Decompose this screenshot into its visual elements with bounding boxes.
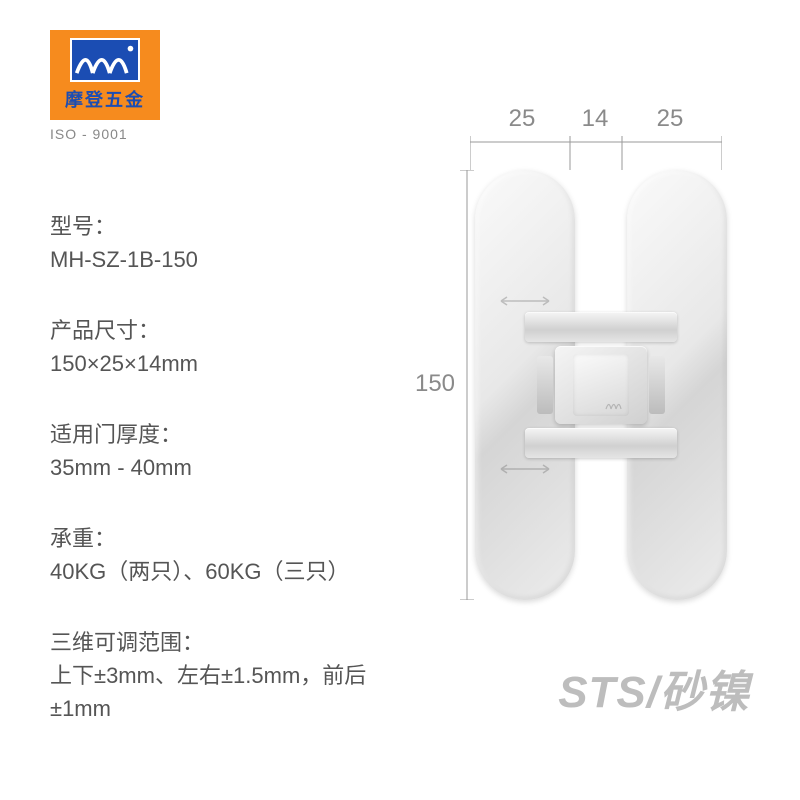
spec-adjust-value: 上下±3mm、左右±1.5mm，前后±1mm (50, 659, 410, 725)
product-diagram (475, 170, 727, 600)
spec-door-label: 适用门厚度： (50, 418, 410, 451)
spec-model-label: 型号： (50, 210, 410, 243)
dim-width-mid: 14 (575, 105, 615, 133)
spec-adjust: 三维可调范围： 上下±3mm、左右±1.5mm，前后±1mm (50, 626, 410, 725)
brand-logo-block: 摩登五金 ISO - 9001 (50, 30, 160, 142)
spec-door-value: 35mm - 40mm (50, 451, 410, 484)
dim-width-right: 25 (650, 105, 690, 133)
spec-load: 承重： 40KG（两只）、60KG（三只） (50, 522, 410, 588)
spec-model-value: MH-SZ-1B-150 (50, 243, 410, 276)
spec-size-value: 150×25×14mm (50, 347, 410, 380)
dim-width-left: 25 (502, 105, 542, 133)
dim-line-side (460, 170, 474, 600)
mech-cap-bottom (525, 428, 677, 458)
brand-name: 摩登五金 (65, 86, 145, 112)
spec-size: 产品尺寸： 150×25×14mm (50, 314, 410, 380)
hinge-mechanism (525, 312, 677, 458)
dim-lines-top (470, 136, 722, 170)
spec-load-label: 承重： (50, 522, 410, 555)
finish-label: STS/砂镍 (558, 656, 750, 720)
arrow-mark-icon (495, 294, 555, 308)
spec-size-label: 产品尺寸： (50, 314, 410, 347)
brand-logo: 摩登五金 (50, 30, 160, 120)
spec-list: 型号： MH-SZ-1B-150 产品尺寸： 150×25×14mm 适用门厚度… (50, 210, 410, 725)
spec-adjust-label: 三维可调范围： (50, 626, 410, 659)
mech-center-block (555, 346, 647, 424)
mech-cap-top (525, 312, 677, 342)
mech-center-face (573, 354, 629, 416)
spec-model: 型号： MH-SZ-1B-150 (50, 210, 410, 276)
arrow-mark-icon (495, 462, 555, 476)
brand-logo-icon (70, 38, 140, 82)
spec-door: 适用门厚度： 35mm - 40mm (50, 418, 410, 484)
dim-height: 150 (405, 370, 465, 398)
iso-label: ISO - 9001 (50, 126, 160, 142)
mech-tiny-logo-icon (605, 398, 623, 410)
spec-load-value: 40KG（两只）、60KG（三只） (50, 555, 410, 588)
